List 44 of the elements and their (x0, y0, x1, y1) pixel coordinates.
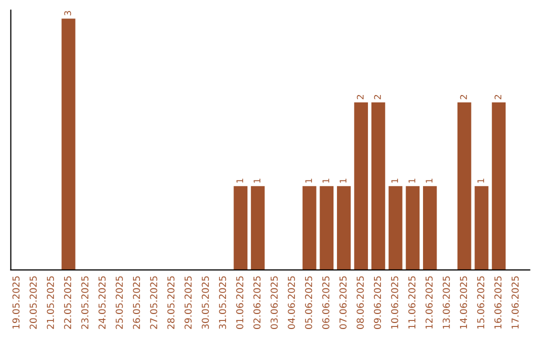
x-tick-label: 06.06.2025 (322, 276, 330, 329)
x-tick-label: 29.05.2025 (184, 276, 192, 329)
x-tick-label: 07.06.2025 (339, 276, 347, 329)
data-label: 1 (254, 178, 260, 183)
x-tick-label: 08.06.2025 (356, 276, 364, 329)
data-label: 3 (64, 11, 72, 16)
x-tick-label: 16.06.2025 (494, 276, 502, 329)
x-tick-label: 10.06.2025 (391, 276, 398, 329)
x-tick-label: 30.05.2025 (202, 276, 209, 329)
data-label: 2 (460, 95, 467, 100)
x-tick-label: 09.06.2025 (374, 276, 382, 329)
x-tick-label: 04.06.2025 (288, 276, 295, 329)
x-tick-label: 15.06.2025 (477, 276, 484, 329)
x-tick-label: 01.06.2025 (236, 276, 244, 329)
x-tick-label: 14.06.2025 (460, 276, 468, 329)
x-tick-label: 17.06.2025 (512, 276, 519, 329)
data-label: 1 (305, 178, 312, 183)
x-tick-label: 26.05.2025 (132, 276, 140, 329)
data-label: 1 (322, 178, 330, 183)
x-tick-label: 25.05.2025 (116, 276, 123, 329)
x-tick-label: 24.05.2025 (98, 276, 106, 329)
data-label: 1 (236, 178, 244, 183)
x-tick-label: 12.06.2025 (426, 276, 433, 329)
data-label: 1 (408, 178, 416, 183)
x-tick-label: 03.06.2025 (270, 276, 278, 329)
data-label: 1 (426, 178, 432, 183)
x-tick-label: 05.06.2025 (305, 276, 312, 329)
x-tick-label: 21.05.2025 (46, 276, 54, 329)
data-label: 2 (494, 95, 502, 100)
x-tick-label: 11.06.2025 (408, 276, 416, 329)
x-tick-label: 13.06.2025 (442, 276, 450, 329)
data-label: 2 (356, 95, 364, 100)
data-label: 1 (340, 178, 346, 183)
x-tick-label: 28.05.2025 (167, 276, 174, 329)
x-tick-label: 02.06.2025 (253, 276, 261, 329)
data-label: 1 (391, 178, 398, 183)
data-label: 1 (477, 178, 484, 183)
x-tick-label: 22.05.2025 (64, 276, 72, 329)
x-tick-label: 19.05.2025 (12, 276, 20, 329)
data-label: 2 (374, 95, 381, 100)
x-tick-label: 27.05.2025 (150, 276, 158, 329)
x-tick-label: 23.05.2025 (81, 276, 88, 329)
x-tick-label: 31.05.2025 (218, 276, 226, 329)
x-tick-label: 20.05.2025 (30, 276, 37, 329)
